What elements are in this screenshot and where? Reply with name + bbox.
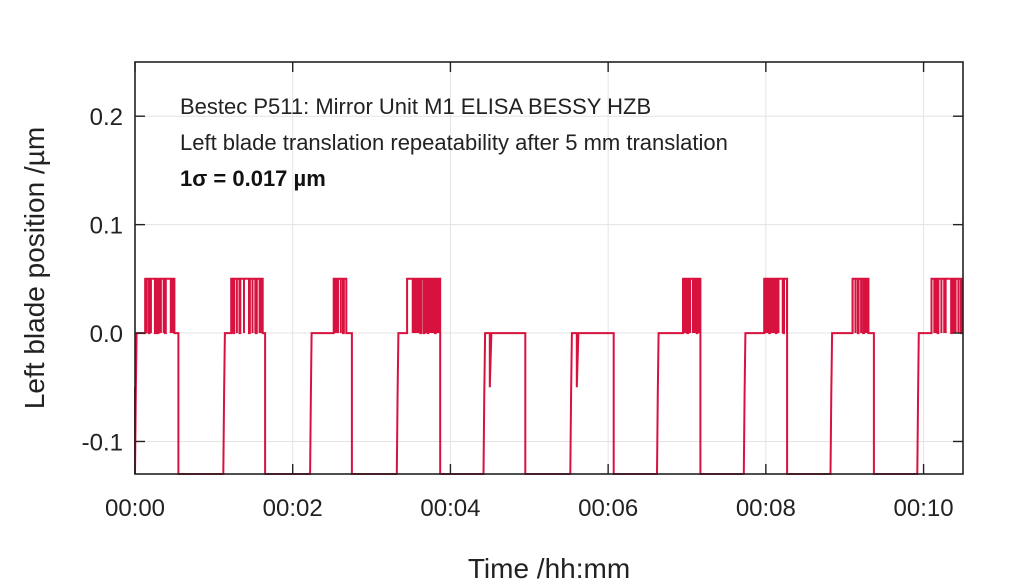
annotation-sigma: 1σ = 0.017 µm [180, 166, 326, 191]
x-tick-label: 00:02 [263, 495, 323, 522]
x-tick-label: 00:00 [105, 495, 165, 522]
y-tick-label: 0.1 [90, 213, 123, 240]
y-axis: 0.2 0.1 0.0 -0.1 [82, 104, 963, 456]
x-tick-label: 00:10 [894, 495, 954, 522]
series-left-blade-position [134, 277, 963, 475]
plot-frame [134, 61, 964, 475]
y-axis-title: Left blade position /µm [19, 127, 50, 409]
y-tick-label: -0.1 [82, 429, 123, 456]
annotation-subtitle: Left blade translation repeatability aft… [180, 130, 728, 155]
y-tick-label: 0.0 [90, 321, 123, 348]
x-tick-label: 00:08 [736, 495, 796, 522]
grid [134, 62, 963, 474]
x-axis: 00:00 00:02 00:04 00:06 00:08 00:10 [105, 62, 954, 522]
annotation-title: Bestec P511: Mirror Unit M1 ELISA BESSY … [180, 94, 651, 119]
x-tick-label: 00:06 [578, 495, 638, 522]
y-tick-label: 0.2 [90, 104, 123, 131]
x-axis-title: Time /hh:mm [468, 553, 630, 584]
x-tick-label: 00:04 [420, 495, 480, 522]
